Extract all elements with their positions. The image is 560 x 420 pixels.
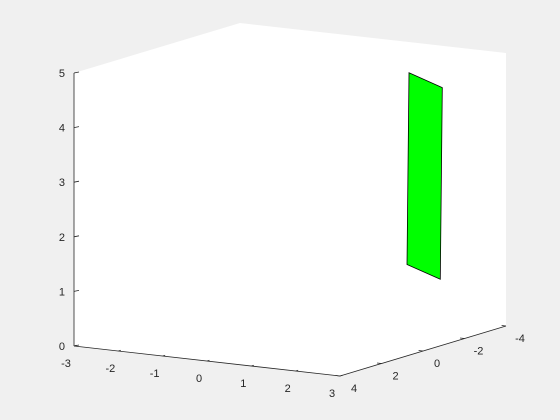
z-tick-label-4: 4 [59,123,65,135]
surface-patches [406,72,443,280]
z-tick-3 [73,180,80,183]
z-tick-1 [73,290,80,292]
z-tick-labels: 0 1 2 3 4 5 [59,68,65,353]
z-tick-0 [73,344,80,347]
x-tick-5 [295,369,299,372]
x-tick-label-2: -1 [150,368,160,380]
x-tick-labels: -3 -2 -1 0 1 2 3 [61,358,335,400]
x-tick-label-4: 1 [240,378,246,390]
z-tick-label-0: 0 [59,341,65,353]
x-tick-4 [251,364,254,367]
y-tick-label-1: -2 [474,346,484,358]
x-tick-label-5: 2 [285,383,291,395]
y-tick-label-0: -4 [515,333,525,345]
z-tick-label-3: 3 [59,177,65,189]
y-tick-1 [460,337,465,339]
x-tick-label-6: 3 [329,388,335,400]
tick-marks [73,71,507,377]
x-tick-6 [339,374,343,377]
y-tick-4 [335,375,341,377]
y-tick-labels: -4 -2 0 2 4 [351,333,525,395]
x-tick-3 [206,359,210,362]
z-tick-label-5: 5 [59,68,65,80]
axes-background [74,23,506,376]
patch-plane-face-0 [406,72,443,280]
z-tick-4 [73,126,80,128]
y-tick-2 [418,350,424,352]
z-tick-5 [73,71,80,74]
x-tick-2 [162,354,166,357]
x-tick-label-1: -2 [105,363,115,375]
y-tick-0 [501,325,507,327]
y-tick-3 [377,362,382,364]
x-tick-label-3: 0 [196,373,202,385]
x-tick-label-0: -3 [61,358,71,370]
y-tick-label-2: 0 [434,358,440,370]
z-tick-label-2: 2 [59,232,65,244]
x-tick-1 [118,349,121,352]
y-tick-label-4: 4 [351,383,357,395]
y-tick-label-3: 2 [392,371,398,383]
z-tick-label-1: 1 [59,286,65,298]
z-tick-2 [73,235,80,238]
